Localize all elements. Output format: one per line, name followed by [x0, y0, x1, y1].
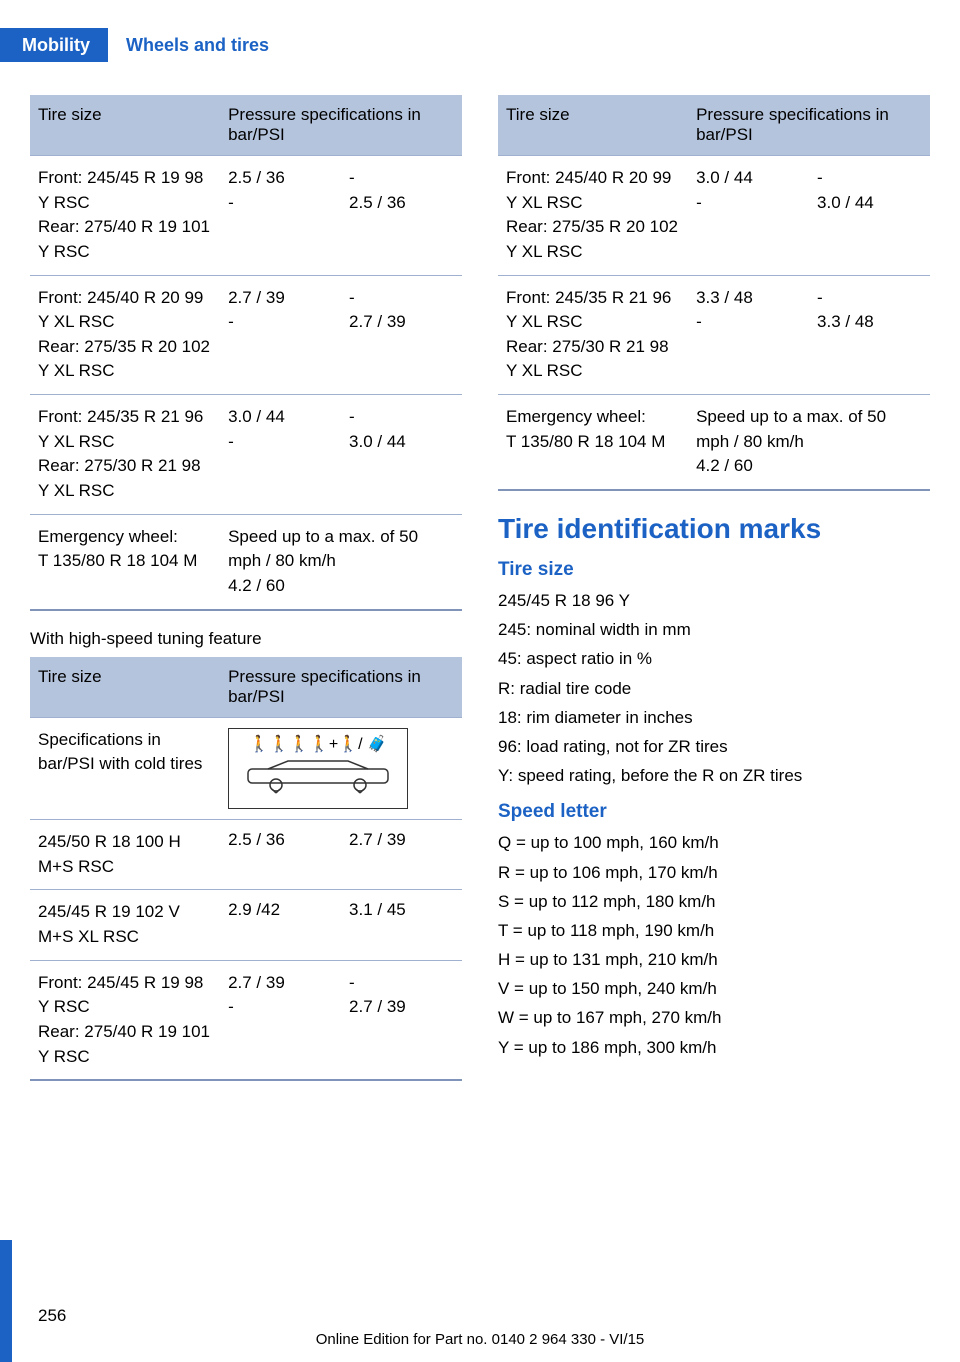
pressure-table-1: Tire size Pressure specifications in bar…	[30, 95, 462, 611]
body-line: V = up to 150 mph, 240 km/h	[498, 975, 930, 1002]
cell-emergency: Speed up to a max. of 50 mph / 80 km/h 4…	[688, 395, 930, 490]
cell-p2: -3.3 / 48	[809, 275, 930, 395]
table-header-row: Tire size Pressure specifications in bar…	[30, 657, 462, 718]
cell-p2: -3.0 / 44	[341, 395, 462, 515]
table-row-emergency: Emergency wheel: T 135/80 R 18 104 M Spe…	[30, 514, 462, 609]
subheading-highspeed: With high-speed tuning feature	[30, 629, 462, 649]
table-row: Front: 245/45 R 19 98 Y RSC Rear: 275/40…	[30, 156, 462, 276]
body-line: Y: speed rating, before the R on ZR tire…	[498, 762, 930, 789]
th-pressure: Pressure specifications in bar/PSI	[688, 95, 930, 156]
cell-p2: 2.7 / 39	[341, 820, 462, 890]
cell-tire: Front: 245/35 R 21 96 Y XL RSC Rear: 275…	[30, 395, 220, 515]
header-tab-secondary: Wheels and tires	[108, 28, 287, 62]
body-line: R = up to 106 mph, 170 km/h	[498, 859, 930, 886]
body-line: 96: load rating, not for ZR tires	[498, 733, 930, 760]
th-tire-size: Tire size	[498, 95, 688, 156]
table-row: 245/45 R 19 102 V M+S XL RSC 2.9 /42 3.1…	[30, 890, 462, 960]
body-line: W = up to 167 mph, 270 km/h	[498, 1004, 930, 1031]
cell-p1: 2.7 / 39-	[220, 275, 341, 395]
speed-letter-heading: Speed letter	[498, 801, 930, 823]
cell-p2: 3.1 / 45	[341, 890, 462, 960]
body-line: 245/45 R 18 96 Y	[498, 587, 930, 614]
cell-tire: Front: 245/40 R 20 99 Y XL RSC Rear: 275…	[498, 156, 688, 276]
cell-p1: 2.7 / 39-	[220, 960, 341, 1080]
th-pressure: Pressure specifications in bar/PSI	[220, 657, 462, 718]
cell-tire: 245/50 R 18 100 H M+S RSC	[30, 820, 220, 890]
header-tab-primary: Mobility	[0, 28, 108, 62]
cell-spec-label: Specifications in bar/PSI with cold tire…	[30, 717, 220, 820]
load-diagram: 🚶🚶🚶🚶+🚶/ 🧳	[228, 728, 408, 810]
cell-p1: 2.5 / 36-	[220, 156, 341, 276]
footer-text: Online Edition for Part no. 0140 2 964 3…	[0, 1331, 960, 1348]
body-line: Y = up to 186 mph, 300 km/h	[498, 1034, 930, 1061]
body-line: 45: aspect ratio in %	[498, 645, 930, 672]
right-column: Tire size Pressure specifications in bar…	[498, 95, 930, 1081]
pressure-table-3: Tire size Pressure specifications in bar…	[498, 95, 930, 491]
cell-tire: 245/45 R 19 102 V M+S XL RSC	[30, 890, 220, 960]
table-row: Front: 245/35 R 21 96 Y XL RSC Rear: 275…	[30, 395, 462, 515]
table-row-emergency: Emergency wheel: T 135/80 R 18 104 M Spe…	[498, 395, 930, 490]
page-number: 256	[38, 1306, 66, 1326]
cell-tire: Front: 245/40 R 20 99 Y XL RSC Rear: 275…	[30, 275, 220, 395]
cell-p1: 3.0 / 44-	[220, 395, 341, 515]
tire-size-heading: Tire size	[498, 559, 930, 581]
cell-p1: 3.0 / 44-	[688, 156, 809, 276]
cell-p2: -2.5 / 36	[341, 156, 462, 276]
table-header-row: Tire size Pressure specifications in bar…	[30, 95, 462, 156]
section-title: Tire identification marks	[498, 513, 930, 545]
header-bar: Mobility Wheels and tires	[0, 28, 450, 62]
cell-p1: 2.5 / 36	[220, 820, 341, 890]
cell-tire: Front: 245/35 R 21 96 Y XL RSC Rear: 275…	[498, 275, 688, 395]
car-icon	[238, 755, 398, 795]
cell-p2: -3.0 / 44	[809, 156, 930, 276]
body-line: T = up to 118 mph, 190 km/h	[498, 917, 930, 944]
cell-emergency: Speed up to a max. of 50 mph / 80 km/h 4…	[220, 514, 462, 609]
body-line: Q = up to 100 mph, 160 km/h	[498, 829, 930, 856]
cell-tire: Front: 245/45 R 19 98 Y RSC Rear: 275/40…	[30, 156, 220, 276]
body-line: 245: nominal width in mm	[498, 616, 930, 643]
left-column: Tire size Pressure specifications in bar…	[30, 95, 462, 1081]
body-line: 18: rim diameter in inches	[498, 704, 930, 731]
pressure-table-2: Tire size Pressure specifications in bar…	[30, 657, 462, 1082]
cell-p1: 2.9 /42	[220, 890, 341, 960]
table-row: Front: 245/35 R 21 96 Y XL RSC Rear: 275…	[498, 275, 930, 395]
cell-p1: 3.3 / 48-	[688, 275, 809, 395]
body-line: H = up to 131 mph, 210 km/h	[498, 946, 930, 973]
table-header-row: Tire size Pressure specifications in bar…	[498, 95, 930, 156]
cell-p2: -2.7 / 39	[341, 275, 462, 395]
body-line: S = up to 112 mph, 180 km/h	[498, 888, 930, 915]
cell-p2: -2.7 / 39	[341, 960, 462, 1080]
table-row: 245/50 R 18 100 H M+S RSC 2.5 / 36 2.7 /…	[30, 820, 462, 890]
th-pressure: Pressure specifications in bar/PSI	[220, 95, 462, 156]
table-row: Front: 245/45 R 19 98 Y RSC Rear: 275/40…	[30, 960, 462, 1080]
table-row: Front: 245/40 R 20 99 Y XL RSC Rear: 275…	[30, 275, 462, 395]
cell-tire: Front: 245/45 R 19 98 Y RSC Rear: 275/40…	[30, 960, 220, 1080]
cell-tire: Emergency wheel: T 135/80 R 18 104 M	[30, 514, 220, 609]
cell-load-icon: 🚶🚶🚶🚶+🚶/ 🧳	[220, 717, 462, 820]
passenger-icons: 🚶🚶🚶🚶+🚶/ 🧳	[235, 735, 401, 756]
cell-tire: Emergency wheel: T 135/80 R 18 104 M	[498, 395, 688, 490]
th-tire-size: Tire size	[30, 657, 220, 718]
table-row-spec: Specifications in bar/PSI with cold tire…	[30, 717, 462, 820]
th-tire-size: Tire size	[30, 95, 220, 156]
body-line: R: radial tire code	[498, 675, 930, 702]
table-row: Front: 245/40 R 20 99 Y XL RSC Rear: 275…	[498, 156, 930, 276]
content: Tire size Pressure specifications in bar…	[30, 95, 930, 1081]
